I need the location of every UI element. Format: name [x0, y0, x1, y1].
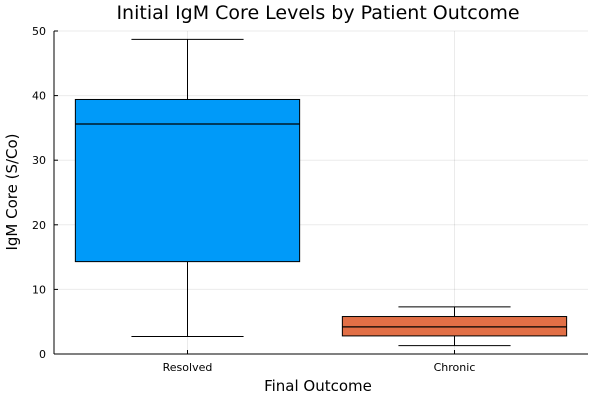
iqr-box [74, 98, 301, 263]
box-layer [74, 38, 568, 347]
y-tick-label: 50 [32, 25, 46, 38]
y-tick-label: 20 [32, 219, 46, 232]
x-tick-label: Resolved [163, 361, 213, 374]
y-tick-label: 30 [32, 154, 46, 167]
box-chronic [341, 306, 568, 347]
chart-title: Initial IgM Core Levels by Patient Outco… [116, 2, 519, 24]
y-axis-label: IgM Core (S/Co) [3, 133, 21, 250]
y-tick-label: 0 [39, 348, 46, 361]
x-tick-label: Chronic [434, 361, 476, 374]
box-resolved [74, 38, 301, 338]
y-tick-label: 10 [32, 283, 46, 296]
axis-layer: 0 10 20 30 40 50 Resolved Chronic [32, 25, 588, 374]
x-axis-label: Final Outcome [264, 377, 372, 395]
y-tick-label: 40 [32, 90, 46, 103]
